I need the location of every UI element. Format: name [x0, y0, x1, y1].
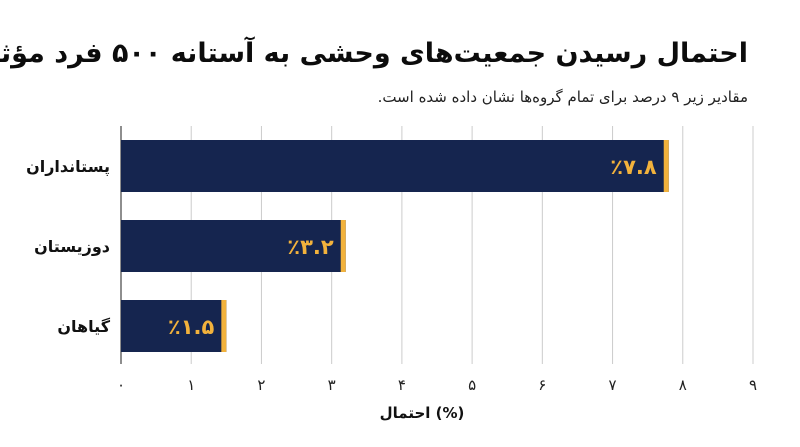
- x-tick-label: ۱: [187, 376, 195, 394]
- category-label: گیاهان: [57, 317, 110, 336]
- bars: ٪۷.۸ پستانداران ٪۳.۲ دوزیستان ٪۱.۵ گیاهان: [26, 140, 669, 352]
- category-label: پستانداران: [26, 157, 110, 177]
- chart-title: احتمال رسیدن جمعیت‌های وحشی به آستانه ۵۰…: [0, 38, 748, 69]
- bar-end-cap: [340, 220, 346, 272]
- bar: [121, 220, 346, 272]
- x-tick-label: ۶: [538, 376, 546, 394]
- x-tick-label: ۴: [398, 376, 406, 394]
- x-tick-label: ۲: [257, 376, 265, 394]
- bar: [121, 140, 669, 192]
- x-axis-title: احتمال (%): [380, 404, 465, 422]
- bar: [121, 300, 227, 352]
- x-tick-label: ۳: [328, 376, 336, 394]
- bar-value-label: ٪۱.۵: [168, 315, 215, 339]
- x-tick-label: ۷: [609, 376, 617, 394]
- x-tick-label: ۵: [468, 376, 476, 394]
- category-label: دوزیستان: [34, 237, 110, 256]
- x-tick-label: ۸: [679, 376, 687, 394]
- x-tick-label: ۹: [749, 376, 757, 394]
- bar-value-label: ٪۳.۲: [287, 235, 334, 259]
- x-axis-ticks: ۰ ۱ ۲ ۳ ۴ ۵ ۶ ۷ ۸ ۹: [117, 376, 757, 394]
- bar-end-cap: [663, 140, 669, 192]
- x-tick-label: ۰: [117, 376, 125, 394]
- chart-subtitle: مقادیر زیر ۹ درصد برای تمام گروه‌ها نشان…: [377, 88, 748, 106]
- bar-value-label: ٪۷.۸: [610, 155, 657, 179]
- bar-end-cap: [221, 300, 227, 352]
